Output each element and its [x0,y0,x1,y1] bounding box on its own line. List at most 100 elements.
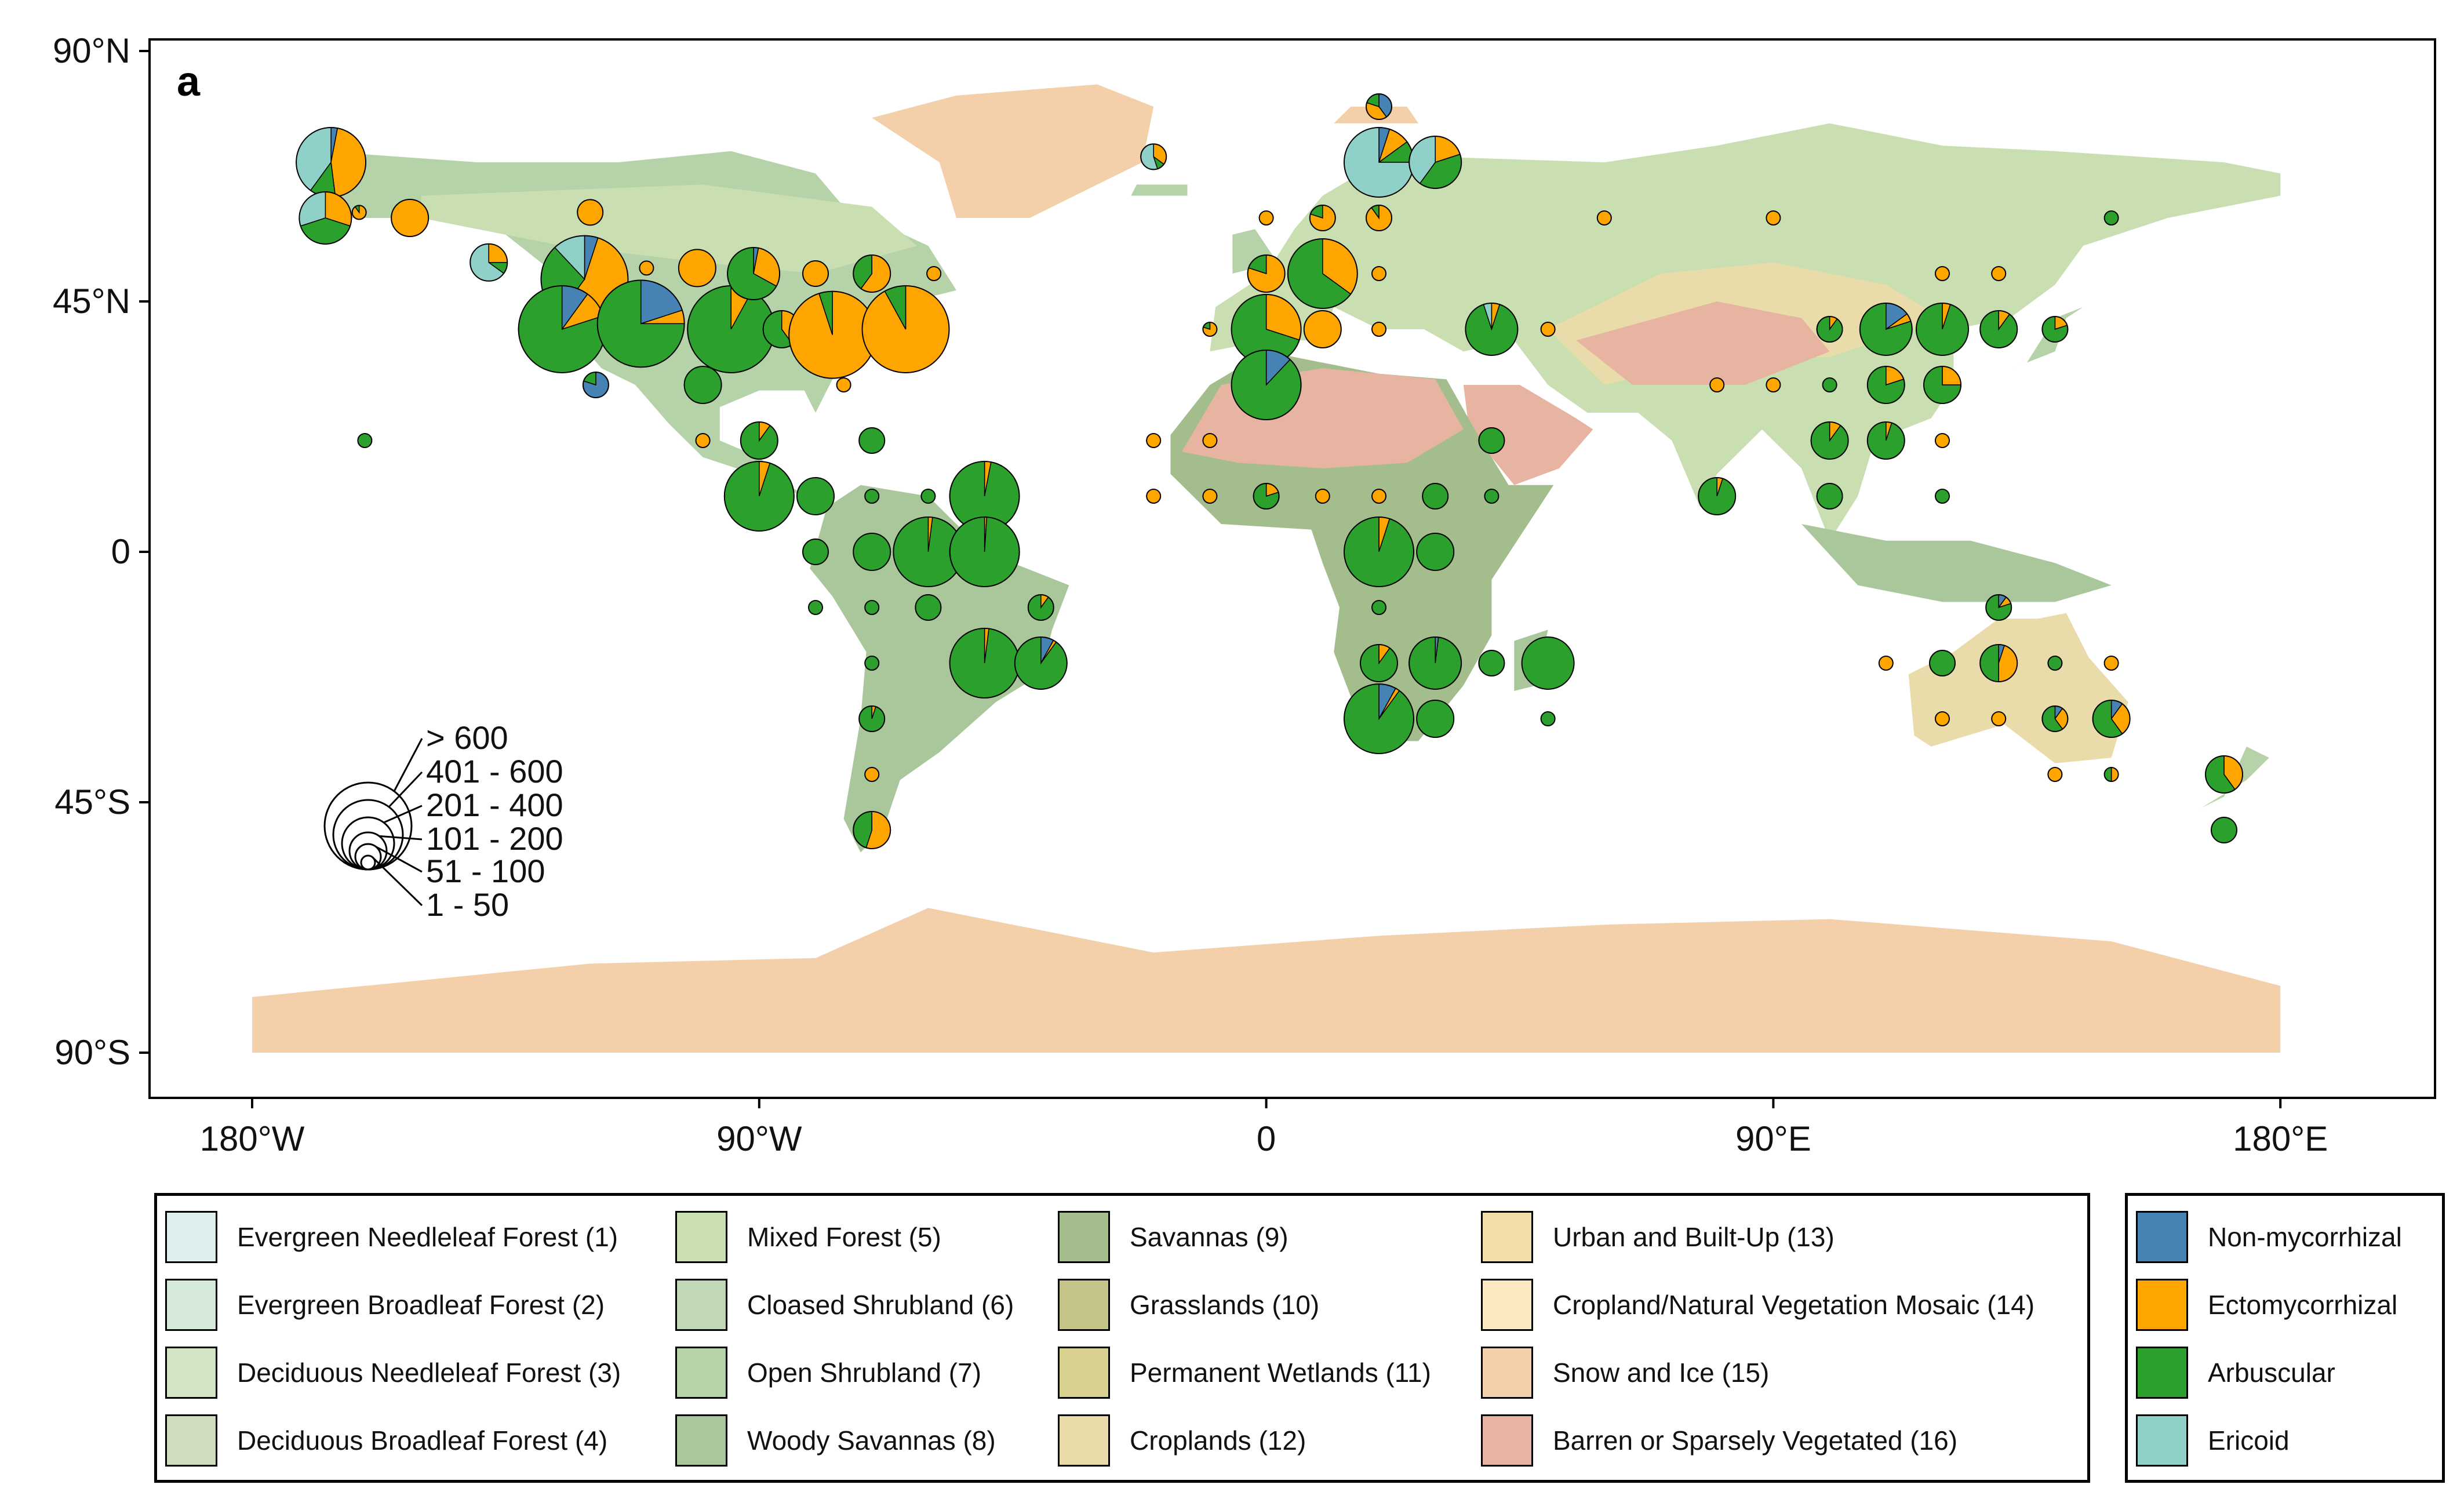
landcover-legend-swatch [1481,1346,1533,1399]
site-pie [2041,705,2069,732]
landcover-legend-label: Cloased Shrubland (6) [747,1289,1014,1320]
landcover-legend-swatch [675,1414,727,1467]
landcover-legend-item: Savannas (9) [1058,1203,1481,1271]
mycorrhizal-legend-item: Ericoid [2136,1406,2436,1474]
landcover-legend-swatch [1058,1346,1110,1399]
landcover-legend-swatch [1481,1278,1533,1331]
axis-ticks: 180°W 90°W 0 90°E 180°E 90°N 45°N 0 45°S 90°S [53,31,2328,1158]
landcover-legend-swatch [1058,1210,1110,1263]
x-tick-label: 180°E [2233,1119,2328,1158]
site-pie [808,600,823,615]
site-pie [1866,366,1905,404]
pie-slice-arbuscular [357,433,373,448]
landcover-legend-item: Woody Savannas (8) [675,1406,1058,1474]
pie-outline [1408,636,1462,690]
x-tick-label: 0 [1257,1119,1276,1158]
site-pie [861,285,950,373]
pie-slice-arbuscular [858,427,886,454]
site-pie [1146,489,1162,504]
site-pie [357,433,373,448]
pie-outline [740,421,778,460]
pie-slice-ectomycorrhizal [1371,489,1386,504]
land-cover-layer [252,84,2281,1053]
landcover-legend-item: Cloased Shrubland (6) [675,1271,1058,1338]
pie-outline [1366,93,1392,120]
site-pie [683,366,722,404]
landcover-legend-item: Croplands (12) [1058,1406,1481,1474]
pie-outline [1309,205,1336,231]
mycorrhizal-legend-item: Arbuscular [2136,1338,2436,1406]
landcover-legend-label: Grasslands (10) [1130,1289,1320,1320]
pie-slice-arbuscular [1816,483,1843,510]
site-pie [1371,266,1386,281]
land-new-guinea-indonesia [1801,524,2112,602]
landcover-legend-swatch [1058,1278,1110,1331]
pie-slice-ectomycorrhizal [1371,266,1386,281]
pie-outline [1859,303,1913,356]
site-pie [1816,316,1843,343]
site-pie [853,811,891,849]
size-legend-circle [360,854,376,871]
pie-slice-ectomycorrhizal [1596,210,1612,225]
pie-slice-ectomycorrhizal [1935,711,1950,726]
pie-slice-ectomycorrhizal [1991,711,2007,726]
land-arabia [1463,385,1593,485]
pie-outline [299,191,352,245]
site-pie [723,461,795,532]
landcover-legend-swatch [675,1278,727,1331]
pie-outline [853,811,891,849]
site-pie [1935,711,1950,726]
pie-slice-arbuscular [1478,650,1505,676]
pie-outline [2092,700,2131,738]
landcover-legend-swatch [1481,1210,1533,1263]
mycorrhizal-legend-label: Arbuscular [2208,1357,2335,1388]
pie-slice-ectomycorrhizal [1766,210,1781,225]
mycorrhizal-legend-item: Ectomycorrhizal [2136,1271,2436,1338]
pie-slice-ectomycorrhizal [1935,266,1950,281]
site-pie [2041,316,2069,343]
land-antarctica [252,908,2281,1053]
pie-outline [1344,516,1414,587]
landcover-legend-swatch [1481,1414,1533,1467]
pie-outline [1014,636,1068,690]
land-iceland [1131,184,1188,196]
pie-slice-arbuscular [1484,489,1499,504]
pie-slice-ectomycorrhizal [2103,656,2119,671]
land-tibet-deserts [1576,301,1830,385]
site-pie [1816,483,1843,510]
mycorrhizal-legend-item: Non-mycorrhizal [2136,1203,2436,1271]
pie-slice-ectomycorrhizal [1709,377,1725,392]
pie-slice-ectomycorrhizal [1878,656,1894,671]
site-pie [788,290,877,379]
site-pie [915,594,942,621]
mycorrhizal-legend-label: Ericoid [2208,1425,2290,1456]
site-pie [949,628,1020,698]
land-greenland [872,84,1154,218]
pie-slice-arbuscular [853,533,891,571]
site-pie [1258,210,1274,225]
pie-slice-arbuscular [1416,700,1455,738]
site-pie [2092,700,2131,738]
pie-slice-arbuscular [1540,711,1556,726]
site-pie [639,260,654,276]
pie-outline [1698,477,1737,515]
site-pie [864,600,880,615]
site-pie [1866,421,1905,460]
landcover-legend-label: Permanent Wetlands (11) [1130,1357,1431,1388]
pie-outline [853,254,891,293]
size-legend-leader [375,846,423,873]
site-pie [1923,366,1961,404]
pie-outline [949,516,1020,587]
pie-slice-arbuscular [1371,600,1386,615]
x-tick-label: 90°E [1735,1119,1811,1158]
pie-outline [2041,316,2069,343]
site-pie [1878,656,1894,671]
pie-slice-arbuscular [683,366,722,404]
site-pie [1991,266,2007,281]
site-pie [1202,489,1218,504]
pie-outline [1140,143,1167,170]
site-pie [1698,477,1737,515]
size-legend-label: 51 - 100 [426,853,545,889]
site-pie [1360,644,1398,682]
